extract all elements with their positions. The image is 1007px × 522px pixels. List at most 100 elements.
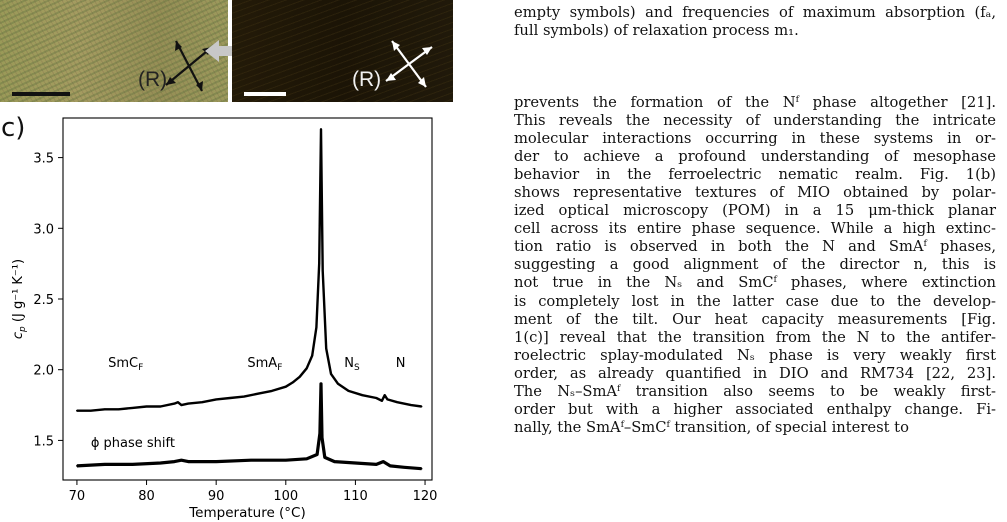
data-point: [383, 394, 386, 397]
y-tick-label: 3.0: [33, 222, 54, 237]
phase-label: N: [396, 356, 406, 371]
data-point: [243, 395, 245, 398]
data-point: [403, 466, 406, 469]
data-point: [187, 402, 190, 405]
figure-caption: empty symbols) and frequencies of maximu…: [514, 4, 996, 40]
text-line: ment of the tilt. Our heat capacity meas…: [514, 310, 996, 328]
data-point: [375, 463, 378, 466]
text-line: suggesting a good alignment of the direc…: [514, 256, 996, 274]
text-line: tion ratio is observed in both the N and…: [514, 238, 996, 256]
caption-line: full symbols) of relaxation process m₁.: [514, 22, 799, 40]
data-point: [321, 436, 323, 439]
y-tick-label: 2.0: [33, 364, 54, 379]
data-point: [316, 453, 319, 456]
data-point: [347, 390, 350, 392]
series-line: [76, 128, 422, 412]
crossed-polarizers-icon: [385, 40, 433, 88]
text-line: This reveals the necessity of understand…: [514, 112, 996, 130]
phase-label: NS: [344, 356, 360, 373]
data-point: [305, 457, 308, 460]
y-tick-label: 1.5: [33, 434, 54, 449]
data-point: [318, 262, 321, 265]
plot-area: [62, 117, 433, 481]
text-line: molecular interactions occurring in thes…: [514, 130, 996, 148]
data-point: [284, 385, 287, 388]
polarizer-label: (R): [352, 68, 382, 91]
data-point: [76, 464, 78, 467]
text-line: 1(c)] reveal that the transition from th…: [514, 328, 996, 346]
data-point: [131, 463, 134, 466]
data-point: [159, 462, 162, 464]
data-point: [361, 394, 364, 397]
text-line: nally, the SmAᶠ–SmCᶠ transition, of spec…: [514, 418, 909, 436]
text-line: is completely lost in the latter case du…: [514, 292, 996, 310]
data-point: [325, 347, 328, 350]
data-point: [420, 467, 423, 470]
text-line: shows representative textures of MIO obt…: [514, 184, 996, 202]
phase-label: SmAF: [247, 356, 282, 373]
data-point: [375, 397, 378, 399]
data-point: [320, 382, 322, 385]
text-line: order but with a higher associated entha…: [514, 400, 996, 418]
text-line: ized optical microscopy (POM) in a 15 μm…: [514, 202, 996, 220]
data-point: [315, 326, 318, 329]
data-point: [396, 401, 399, 404]
data-point: [180, 404, 183, 406]
y-tick-label: 3.5: [33, 152, 54, 167]
data-point: [323, 456, 326, 459]
x-axis-label: Temperature (°C): [188, 505, 306, 521]
text-line: order, as already quantified in DIO and …: [514, 364, 996, 382]
y-axis-label: cp (J g⁻¹ K⁻¹): [11, 259, 28, 339]
data-point: [103, 408, 106, 411]
data-point: [337, 382, 339, 385]
data-point: [215, 460, 218, 463]
caption-line: empty symbols) and frequencies of maximu…: [514, 4, 996, 21]
heat-capacity-chart: 70 80 90 100 110 120 1.5 2.0 2.5 3.0 3.5 Temperatur…: [11, 117, 438, 521]
data-point: [229, 397, 231, 399]
text-line: prevents the formation of the Nᶠ phase a…: [514, 94, 996, 111]
text-line: der to achieve a profound understanding …: [514, 148, 996, 166]
data-point: [131, 406, 134, 409]
data-point: [321, 269, 324, 272]
series-annotation: ϕ phase shift: [91, 436, 175, 451]
scale-bar: [244, 92, 286, 96]
x-tick-label: 110: [343, 489, 368, 504]
data-point: [389, 464, 392, 467]
micrograph-left: (R): [0, 0, 245, 102]
data-point: [354, 462, 357, 464]
panel-label: c): [1, 113, 26, 143]
x-tick-label: 80: [138, 489, 155, 504]
data-point: [330, 373, 332, 375]
text-line: cell across its entire phase sequence. W…: [514, 220, 996, 238]
polarizer-label: (R): [138, 68, 168, 91]
data-point: [380, 399, 383, 402]
data-point: [298, 375, 301, 378]
data-point: [159, 405, 162, 408]
data-point: [386, 398, 389, 401]
data-point: [257, 392, 259, 395]
data-point: [180, 459, 183, 462]
x-tick-label: 120: [413, 489, 438, 504]
data-point: [320, 128, 322, 131]
data-point: [173, 402, 176, 405]
x-tick-label: 90: [208, 489, 225, 504]
phase-label: SmCF: [108, 356, 143, 373]
data-point: [305, 367, 308, 370]
data-point: [89, 409, 92, 412]
data-point: [420, 405, 423, 408]
data-point: [76, 409, 78, 412]
data-point: [410, 404, 413, 406]
x-tick-label: 70: [69, 489, 86, 504]
y-tick-label: 2.5: [33, 293, 54, 308]
data-point: [311, 354, 314, 357]
data-point: [117, 408, 120, 411]
micrograph-right: (R): [232, 0, 453, 102]
text-line: not true in the Nₛ and SmCᶠ phases, wher…: [514, 274, 996, 292]
text-line: roelectric splay-modulated Nₛ phase is v…: [514, 346, 996, 364]
arrow-left-icon: [205, 40, 245, 62]
data-point: [250, 459, 252, 462]
x-tick-label: 100: [273, 489, 298, 504]
data-point: [291, 381, 294, 384]
text-line: behavior in the ferroelectric nematic re…: [514, 166, 996, 184]
data-point: [333, 460, 336, 463]
